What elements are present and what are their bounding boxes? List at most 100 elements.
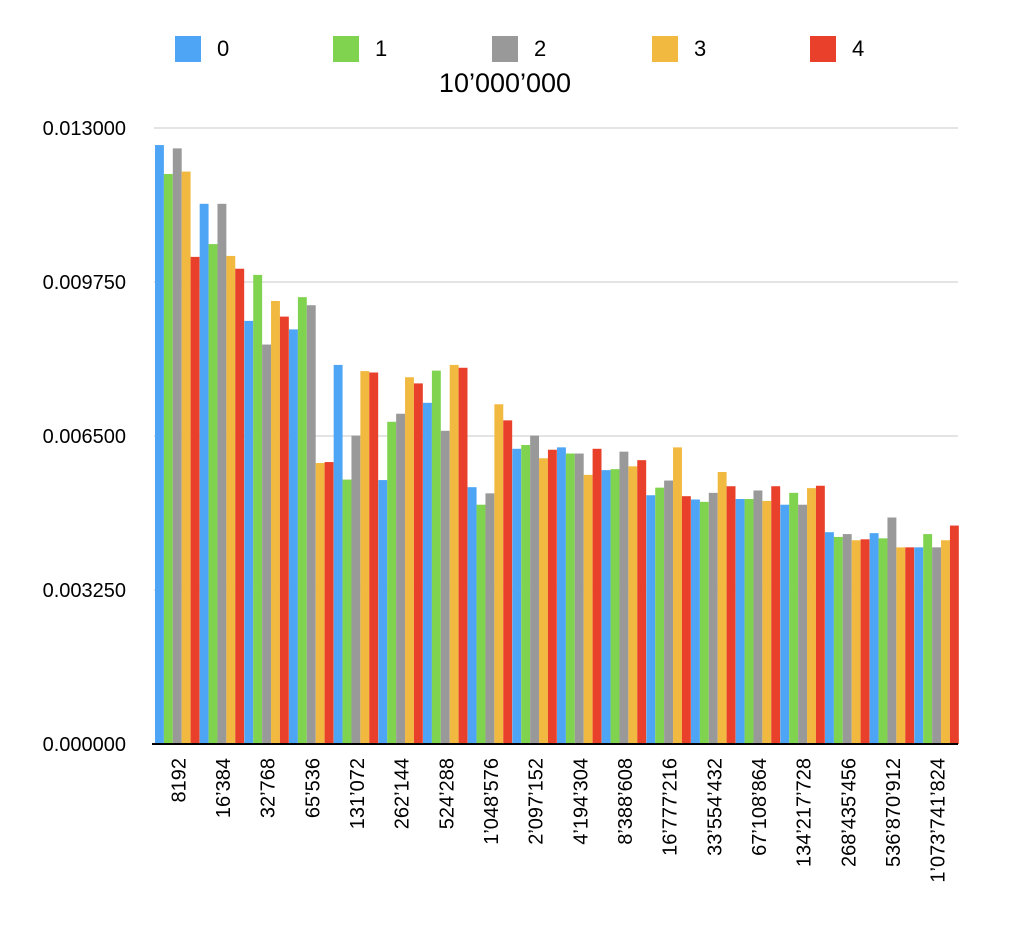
bar-series-4: [413, 383, 423, 744]
bar-series-3: [539, 458, 548, 744]
bar-series-0: [735, 499, 745, 744]
legend-swatch-3: [652, 36, 678, 62]
y-tick-label: 0.006500: [43, 426, 126, 448]
bar-series-1: [699, 501, 709, 744]
bar-series-1: [744, 499, 754, 744]
bar-series-4: [771, 486, 781, 744]
bar-series-0: [289, 329, 298, 744]
y-tick-label: 0.009750: [43, 272, 126, 294]
bar-series-4: [190, 256, 200, 744]
bar-series-0: [914, 547, 924, 744]
bar-series-3: [896, 547, 906, 744]
bar-series-2: [485, 493, 495, 744]
bar-series-2: [217, 203, 227, 744]
bar-series-3: [762, 500, 772, 744]
bar-series-1: [387, 421, 397, 744]
legend-swatch-0: [175, 36, 201, 62]
bar-series-3: [315, 463, 325, 744]
x-tick-label: 134’217’728: [794, 758, 816, 867]
legend-swatch-4: [810, 36, 836, 62]
bar-series-0: [423, 402, 432, 744]
bar-series-3: [226, 255, 236, 744]
bar-series-1: [208, 244, 218, 744]
bar-series-0: [869, 533, 879, 744]
bar-series-1: [342, 479, 352, 744]
bar-series-0: [557, 447, 566, 744]
bar-series-2: [619, 451, 629, 744]
y-axis-tick-labels: 0.000000 0.003250 0.006500 0.009750 0.013000: [43, 118, 126, 756]
bar-series-1: [253, 274, 263, 744]
bar-series-2: [440, 430, 450, 744]
bar-series-2: [172, 148, 182, 744]
bar-series-2: [530, 435, 540, 744]
legend-label-4: 4: [852, 36, 865, 61]
bar-series-1: [521, 445, 531, 744]
bar-series-3: [851, 540, 861, 744]
x-tick-label: 536’870’912: [883, 758, 905, 867]
bar-series-3: [494, 404, 504, 744]
bar-series-0: [646, 495, 656, 744]
bar-series-4: [324, 462, 334, 744]
legend-swatch-2: [492, 36, 518, 62]
x-tick-label: 16’384: [213, 758, 235, 818]
legend-label-1: 1: [375, 36, 388, 61]
bar-series-2: [351, 435, 361, 744]
bar-series-1: [163, 173, 173, 744]
bar-series-1: [923, 534, 933, 744]
bar-series-2: [574, 453, 584, 744]
bar-series-3: [271, 300, 280, 744]
x-tick-label: 1’048’576: [481, 758, 503, 845]
bar-series-1: [297, 297, 307, 744]
x-tick-label: 16’777’216: [660, 758, 682, 856]
bar-series-0: [155, 145, 164, 744]
legend-label-2: 2: [534, 36, 547, 61]
bar-series-1: [789, 492, 799, 744]
bar-series-4: [592, 448, 602, 744]
x-tick-label: 268’435’456: [838, 758, 860, 867]
bar-series-3: [807, 488, 816, 744]
bar-series-2: [798, 504, 808, 744]
bar-series-2: [708, 492, 718, 744]
bar-series-4: [949, 525, 959, 744]
bar-series-1: [878, 538, 888, 744]
bar-series-1: [565, 453, 575, 744]
bar-series-2: [932, 547, 942, 744]
bar-series-4: [726, 486, 736, 744]
bar-series-4: [860, 539, 870, 744]
bar-series-2: [396, 413, 406, 744]
bar-series-4: [905, 547, 915, 744]
x-tick-label: 524’288: [436, 758, 458, 829]
bar-series-4: [637, 460, 647, 744]
x-tick-label: 2’097’152: [526, 758, 548, 845]
bar-series-2: [306, 305, 316, 744]
bar-series-2: [842, 534, 852, 744]
bar-series-0: [825, 532, 834, 744]
bar-series-3: [583, 474, 593, 744]
x-tick-label: 8192: [168, 758, 190, 803]
x-axis-tick-labels: 8192 16’384 32’768 65’536 131’072 262’144 524’…: [168, 758, 949, 883]
bar-series-3: [717, 472, 727, 744]
bar-series-2: [262, 344, 272, 744]
x-tick-label: 1’073’741’824: [928, 758, 950, 883]
legend-swatch-1: [333, 36, 359, 62]
x-tick-label: 67’108’864: [749, 758, 771, 856]
bar-series-1: [476, 504, 486, 744]
bar-series-4: [681, 496, 691, 744]
y-tick-label: 0.003250: [43, 580, 126, 602]
bar-series-0: [691, 499, 700, 744]
legend-label-0: 0: [217, 36, 230, 61]
bar-series-1: [833, 536, 843, 744]
legend-label-3: 3: [694, 36, 707, 61]
bar-series-1: [431, 370, 441, 744]
x-tick-label: 33’554’432: [704, 758, 726, 856]
x-tick-label: 262’144: [392, 758, 414, 829]
bar-series-3: [628, 466, 638, 744]
x-tick-label: 131’072: [347, 758, 369, 829]
bar-series-3: [405, 377, 414, 744]
bar-series-0: [512, 448, 522, 744]
bars: [155, 145, 959, 745]
bar-series-2: [664, 480, 674, 744]
bar-series-4: [547, 449, 557, 744]
y-tick-label: 0.013000: [43, 118, 126, 140]
